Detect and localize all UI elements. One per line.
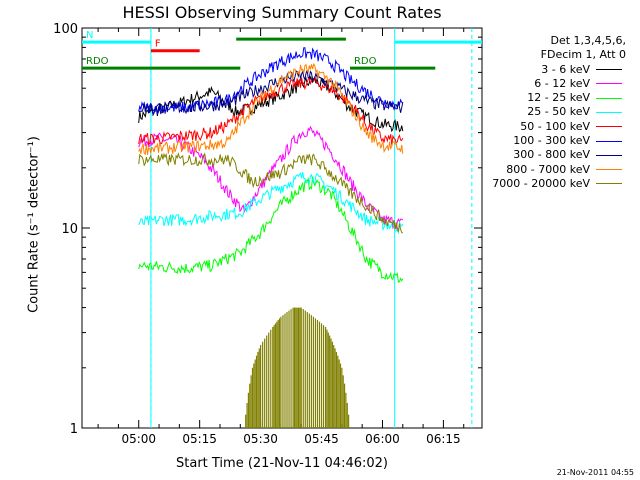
legend-swatch — [596, 183, 622, 185]
series-line — [138, 172, 404, 235]
series-line — [138, 69, 404, 115]
timestamp: 21-Nov-2011 04:55 — [556, 468, 634, 477]
x-axis-label: Start Time (21-Nov-11 04:46:02) — [176, 456, 388, 471]
legend-header-1: Det 1,3,4,5,6, — [550, 34, 626, 47]
series-line — [138, 47, 404, 116]
series-line — [138, 152, 404, 234]
legend-entry: 3 - 6 keV — [470, 63, 626, 77]
legend-swatch — [596, 140, 622, 142]
legend-header-2: FDecim 1, Att 0 — [540, 48, 626, 62]
legend-entry: 100 - 300 keV — [470, 134, 626, 148]
legend-label: 100 - 300 keV — [513, 134, 590, 148]
x-tick-label: 05:30 — [243, 432, 278, 446]
legend-entry: 12 - 25 keV — [470, 91, 626, 105]
series-line — [138, 76, 404, 133]
legend-label: 800 - 7000 keV — [506, 162, 590, 176]
legend-swatch — [596, 169, 622, 171]
flag-label: F — [155, 39, 161, 50]
legend-label: 7000 - 20000 keV — [492, 176, 590, 190]
y-tick-label: 100 — [53, 22, 78, 37]
y-axis-label: Count Rate (s⁻¹ detector⁻¹) — [26, 136, 42, 313]
x-tick-label: 05:00 — [121, 432, 156, 446]
flag-label: RDO — [86, 56, 109, 67]
series-line — [138, 176, 404, 284]
legend-entry: 50 - 100 keV — [470, 120, 626, 134]
legend-entry: 800 - 7000 keV — [470, 163, 626, 177]
y-tick-label: 10 — [61, 222, 78, 237]
x-tick-label: 05:15 — [182, 432, 217, 446]
legend-swatch — [596, 83, 622, 85]
series-line — [138, 125, 404, 231]
legend-entry: 25 - 50 keV — [470, 105, 626, 119]
legend-entry: 7000 - 20000 keV — [470, 177, 626, 191]
legend-label: 3 - 6 keV — [541, 62, 590, 76]
legend-label: 300 - 800 keV — [513, 148, 590, 162]
y-tick-label: 1 — [70, 422, 78, 437]
legend-swatch — [596, 69, 622, 71]
legend-entry: 300 - 800 keV — [470, 148, 626, 162]
legend-swatch — [596, 126, 622, 128]
chart-title: HESSI Observing Summary Count Rates — [122, 3, 442, 22]
legend-label: 25 - 50 keV — [527, 105, 590, 119]
legend: Det 1,3,4,5,6, FDecim 1, Att 0 3 - 6 keV… — [470, 34, 630, 191]
series-line — [138, 62, 404, 156]
legend-label: 50 - 100 keV — [520, 119, 590, 133]
flag-label: RDO — [354, 56, 377, 67]
x-tick-label: 06:15 — [426, 432, 461, 446]
legend-swatch — [596, 154, 622, 156]
legend-swatch — [596, 111, 622, 113]
legend-entry: 6 - 12 keV — [470, 77, 626, 91]
legend-label: 12 - 25 keV — [527, 91, 590, 105]
legend-swatch — [596, 97, 622, 99]
x-tick-label: 06:00 — [365, 432, 400, 446]
legend-label: 6 - 12 keV — [534, 76, 590, 90]
x-tick-label: 05:45 — [304, 432, 339, 446]
series-line — [138, 76, 404, 146]
flag-label: N — [86, 30, 93, 41]
